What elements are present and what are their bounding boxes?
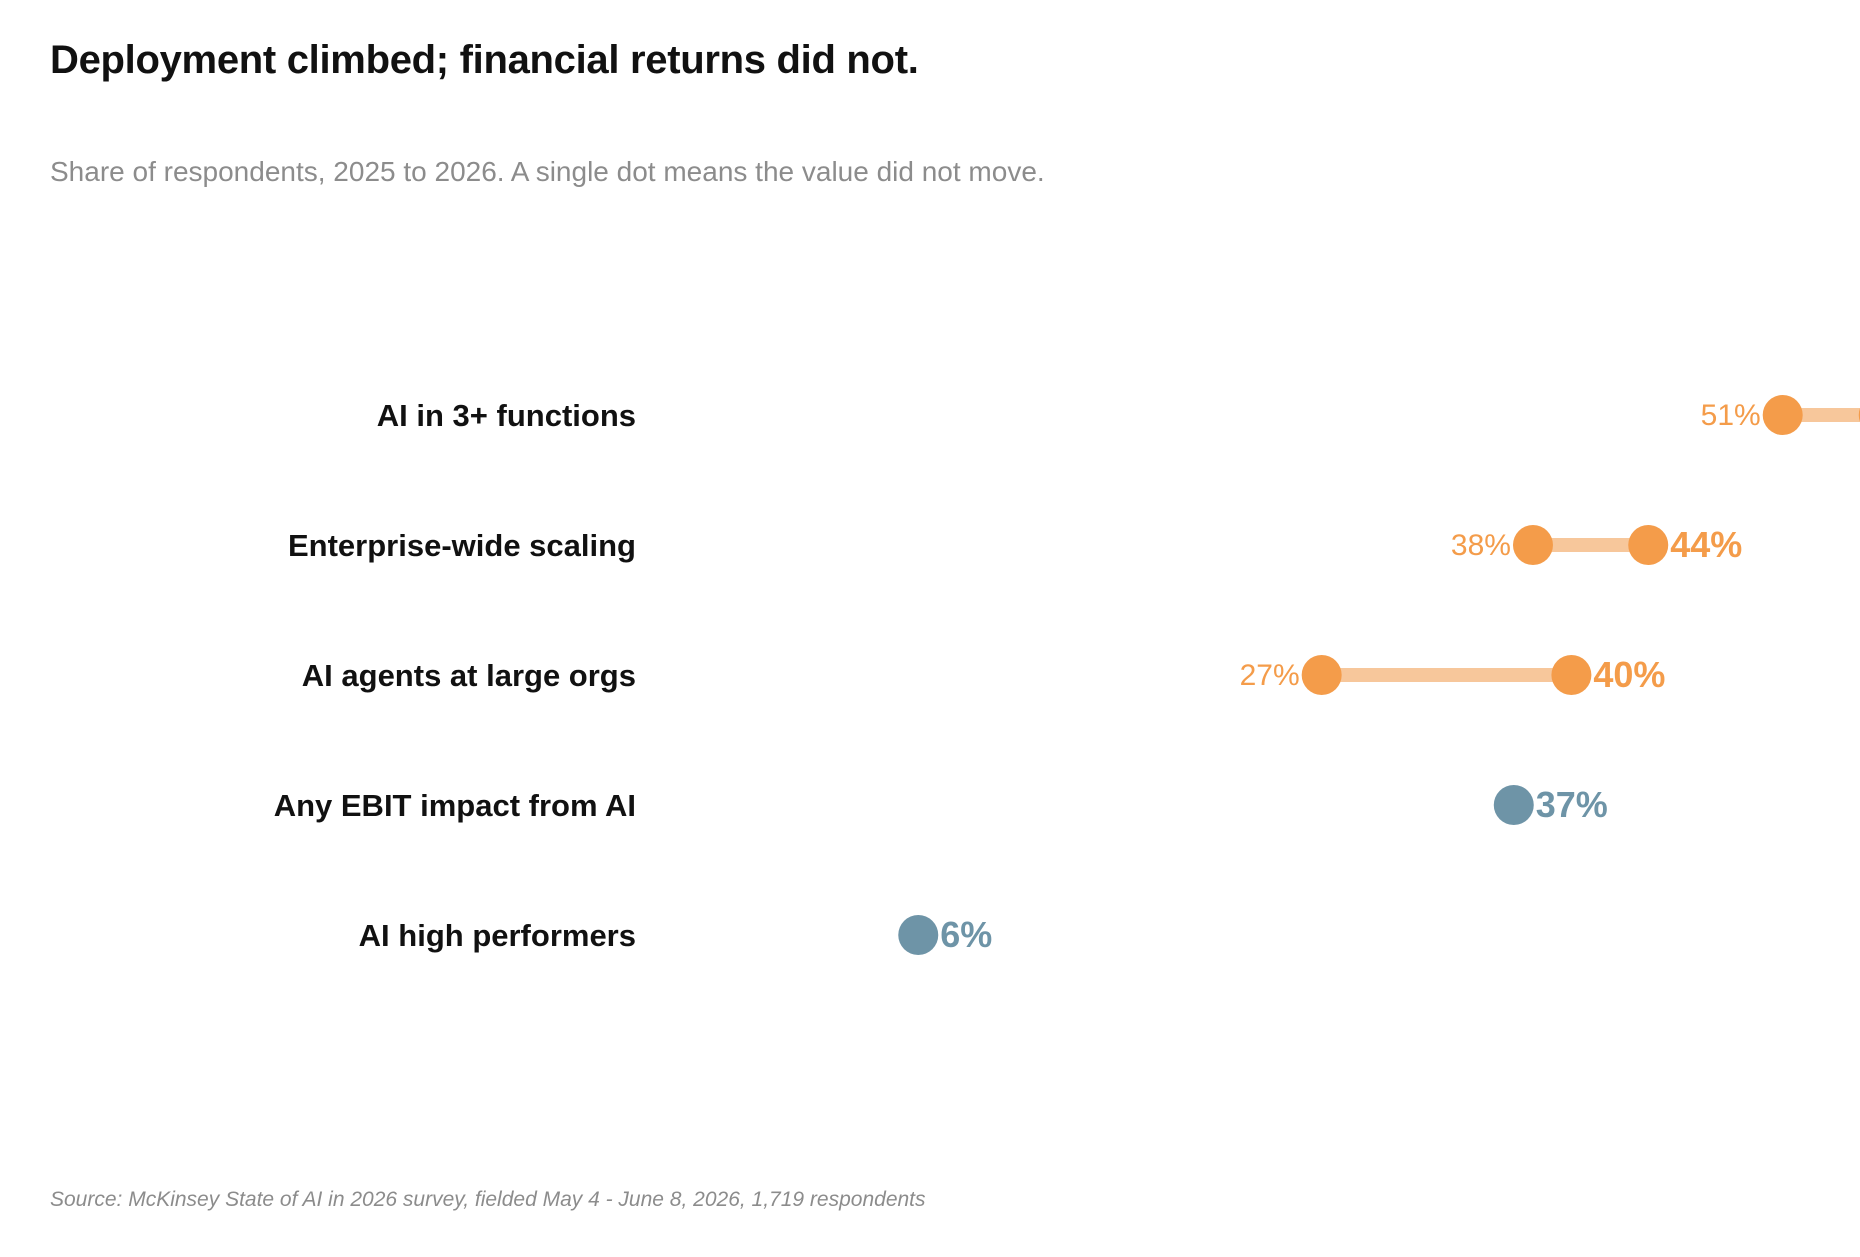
start-dot-2025 [1301,655,1342,695]
start-dot-2025 [1512,525,1553,565]
category-label: AI high performers [359,918,636,953]
category-label: AI agents at large orgs [302,658,636,693]
end-value-label: 37% [1536,784,1608,825]
category-label: Any EBIT impact from AI [274,788,636,823]
chart-title: Deployment climbed; financial returns di… [50,38,919,82]
start-value-label: 27% [1240,659,1300,692]
chart-source: Source: McKinsey State of AI in 2026 sur… [50,1188,926,1211]
start-dot-2025 [1762,395,1803,435]
end-value-label: 44% [1670,524,1742,565]
end-dot-2026 [898,915,939,955]
category-label: Enterprise-wide scaling [288,528,636,563]
end-dot-2026 [1551,655,1592,695]
end-value-label: 40% [1593,654,1665,695]
end-dot-2026 [1628,525,1669,565]
start-value-label: 51% [1701,399,1761,432]
end-dot-2026 [1493,785,1534,825]
start-value-label: 38% [1451,529,1511,562]
category-label: AI in 3+ functions [377,398,636,433]
chart-subtitle: Share of respondents, 2025 to 2026. A si… [50,156,1045,187]
end-value-label: 6% [940,914,992,955]
